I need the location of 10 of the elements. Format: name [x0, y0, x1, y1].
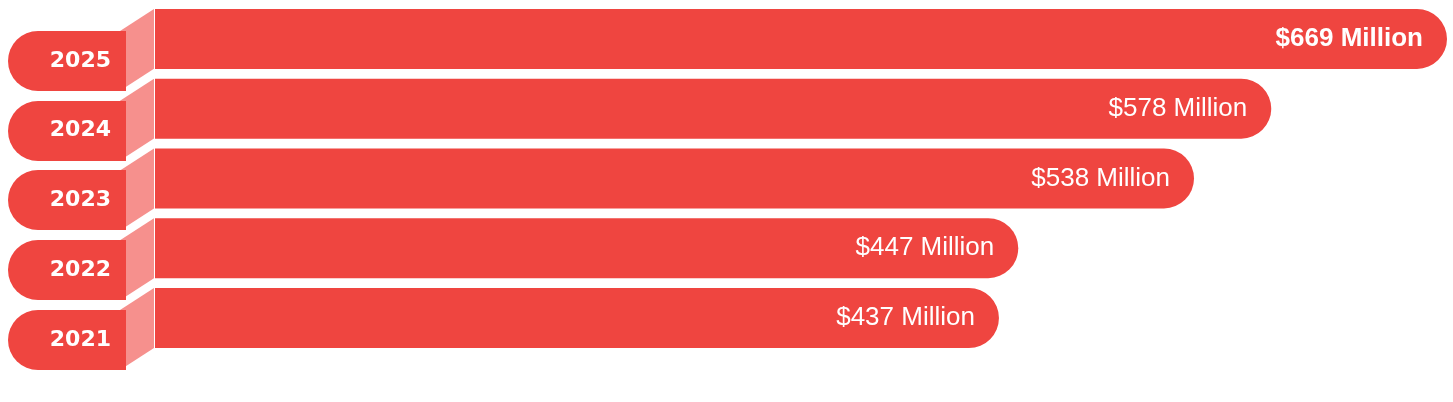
- data-label: $437 Million: [836, 301, 975, 332]
- y-tick-label: 2023: [49, 186, 111, 212]
- y-tick-label: 2025: [49, 46, 111, 72]
- y-tick-label: 2024: [49, 116, 111, 142]
- data-label: $669 Million: [1275, 22, 1423, 53]
- y-tick-label: 2022: [49, 255, 111, 281]
- data-label: $578 Million: [1108, 91, 1248, 122]
- data-label: $447 Million: [855, 231, 995, 262]
- data-label: $538 Million: [1031, 161, 1171, 192]
- y-tick-label: 2021: [49, 325, 111, 351]
